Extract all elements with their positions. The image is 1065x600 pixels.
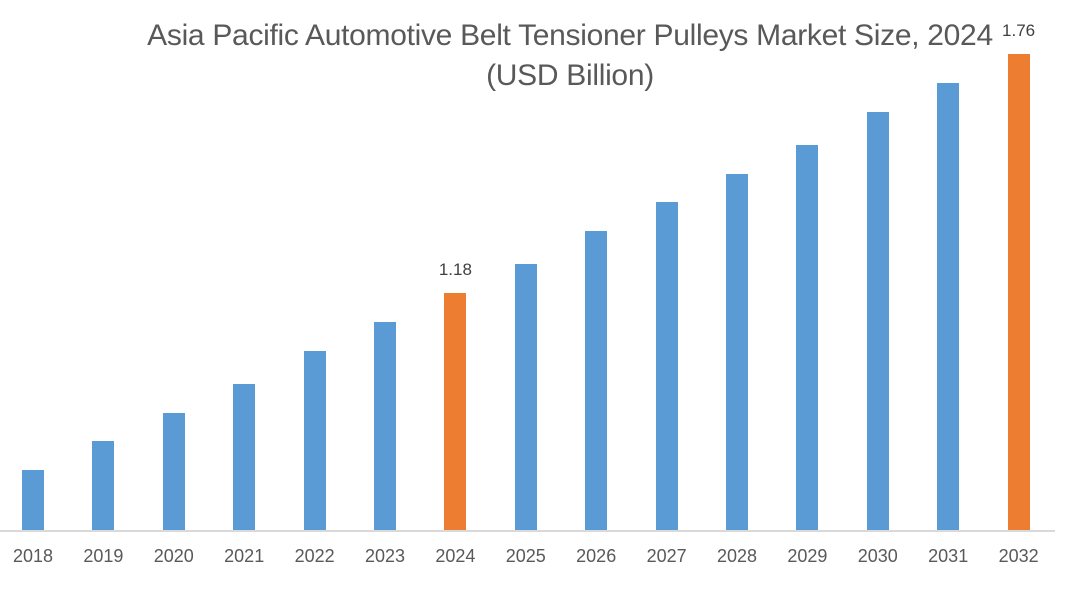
- x-tick-label: 2022: [294, 546, 335, 566]
- x-tick-label: 2023: [364, 546, 406, 566]
- x-tick-label: 2019: [83, 546, 124, 566]
- x-tick-label: 2027: [646, 546, 687, 566]
- chart-title: Asia Pacific Automotive Belt Tensioner P…: [140, 16, 1000, 96]
- bar-2029: [796, 144, 819, 530]
- data-label: 1.18: [438, 260, 472, 279]
- x-tick-label: 2026: [576, 546, 617, 566]
- chart-title-main: Asia Pacific Automotive Belt Tensioner P…: [147, 19, 993, 52]
- bar-2022: [303, 350, 326, 530]
- bar-2026: [585, 231, 608, 530]
- chart-subtitle: (USD Billion): [486, 59, 654, 92]
- bar-2031: [937, 82, 960, 530]
- bar-2030: [866, 111, 889, 530]
- data-label: 1.76: [1002, 21, 1036, 40]
- bar-2023: [374, 321, 396, 530]
- bar-2021: [233, 383, 256, 530]
- x-tick-label: 2032: [998, 546, 1039, 566]
- x-tick-label: 2028: [716, 546, 758, 566]
- bar-2019: [92, 441, 115, 530]
- x-tick-label: 2018: [12, 546, 54, 566]
- bar-2032: [1007, 54, 1030, 530]
- x-tick-label: 2025: [505, 546, 546, 566]
- bar-2028: [726, 173, 748, 530]
- x-tick-label: 2031: [928, 546, 969, 566]
- bar-2027: [655, 202, 678, 530]
- x-tick-label: 2030: [857, 546, 898, 566]
- bar-2024: [444, 293, 467, 530]
- x-axis-line: [0, 530, 1055, 532]
- bar-2020: [162, 412, 185, 530]
- x-tick-label: 2024: [435, 546, 476, 566]
- bar-2018: [22, 470, 44, 530]
- x-tick-label: 2020: [153, 546, 194, 566]
- x-tick-label: 2029: [787, 546, 828, 566]
- x-tick-label: 2021: [224, 546, 265, 566]
- bar-2025: [514, 264, 537, 530]
